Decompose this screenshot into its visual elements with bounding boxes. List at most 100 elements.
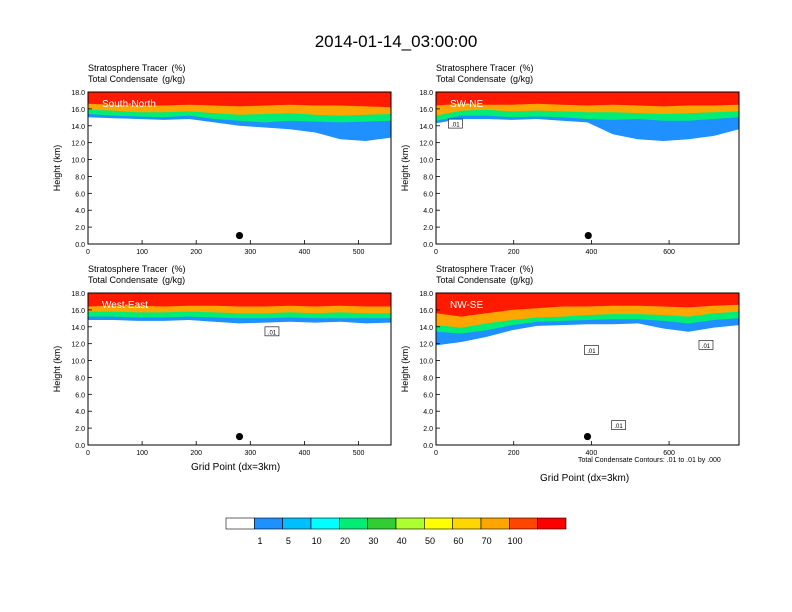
colorbar-swatch <box>310 517 340 530</box>
x-tick-label: 200 <box>190 450 202 457</box>
colorbar-swatch <box>537 517 567 530</box>
x-tick-label: 200 <box>508 249 520 256</box>
x-tick-label: 200 <box>190 249 202 256</box>
y-tick-label: 18.0 <box>71 90 85 97</box>
condensate-units: (g/kg) <box>162 74 186 84</box>
y-tick-label: 2.0 <box>75 426 85 433</box>
x-tick-label: 200 <box>508 450 520 457</box>
colorbar-label: 100 <box>507 536 522 546</box>
y-tick-label: 18.0 <box>419 90 433 97</box>
colorbar-label: 70 <box>482 536 492 546</box>
tracer-label: Stratosphere Tracer <box>436 63 516 73</box>
y-tick-label: 0.0 <box>423 242 433 249</box>
y-tick-label: 16.0 <box>71 308 85 315</box>
panel-3: West-East 0.0 2.0 4.0 6.0 8.0 10.0 12.0 14.0 16.0… <box>52 291 392 457</box>
location-marker <box>584 231 592 240</box>
colorbar-label: 30 <box>368 536 378 546</box>
x-tick-label: 0 <box>434 249 438 256</box>
panel-plot-area <box>88 293 391 445</box>
contour-label-box <box>611 420 626 430</box>
colorbar-label: 40 <box>397 536 407 546</box>
tracer-band-100 <box>436 92 739 107</box>
tracer-band-100 <box>88 293 391 307</box>
y-tick-label: 6.0 <box>423 191 433 198</box>
colorbar-label: 60 <box>453 536 463 546</box>
panel-4-header: Stratosphere Tracer (%) Total Condensate(… <box>436 264 534 286</box>
condensate-label: Total Condensate <box>88 275 159 285</box>
contour-label: .01 <box>587 349 596 355</box>
x-tick-label: 300 <box>244 450 256 457</box>
panel-plot-area <box>436 92 739 244</box>
y-tick-label: 4.0 <box>75 208 85 215</box>
tracer-units: (%) <box>519 63 534 73</box>
y-tick-label: 8.0 <box>75 174 85 181</box>
colorbar-swatch <box>395 517 425 530</box>
tracer-label: Stratosphere Tracer <box>88 63 168 73</box>
x-tick-label: 0 <box>434 450 438 457</box>
condensate-units: (g/kg) <box>510 275 534 285</box>
panel-2-header: Stratosphere Tracer (%) Total Condensate(… <box>436 63 534 85</box>
location-marker <box>583 432 592 441</box>
colorbar-swatch <box>452 517 482 530</box>
y-tick-label: 18.0 <box>71 291 85 298</box>
y-tick-label: 2.0 <box>423 426 433 433</box>
condensate-units: (g/kg) <box>162 275 186 285</box>
y-tick-label: 10.0 <box>419 158 433 165</box>
x-tick-label: 100 <box>136 450 148 457</box>
tracer-band-100 <box>436 293 739 317</box>
condensate-label: Total Condensate <box>436 74 507 84</box>
x-tick-label: 0 <box>86 450 90 457</box>
section-label: West-East <box>102 300 148 311</box>
y-tick-label: 16.0 <box>419 107 433 114</box>
y-tick-label: 6.0 <box>75 191 85 198</box>
section-label: SW-NE <box>450 99 483 110</box>
y-tick-label: 6.0 <box>75 392 85 399</box>
y-tick-label: 12.0 <box>419 342 433 349</box>
y-tick-label: 10.0 <box>419 359 433 366</box>
condensate-label: Total Condensate <box>436 275 507 285</box>
y-tick-label: 12.0 <box>419 141 433 148</box>
y-tick-label: 14.0 <box>419 325 433 332</box>
contour-label-box <box>264 326 280 337</box>
y-tick-label: 14.0 <box>71 325 85 332</box>
y-tick-label: 16.0 <box>71 107 85 114</box>
y-tick-label: 14.0 <box>419 124 433 131</box>
y-tick-label: 0.0 <box>75 443 85 450</box>
panel-plot-area <box>88 92 391 244</box>
x-tick-label: 500 <box>353 450 365 457</box>
panel-frame <box>435 292 740 446</box>
colorbar-swatch <box>509 517 538 530</box>
y-tick-label: 14.0 <box>71 124 85 131</box>
y-tick-label: 0.0 <box>423 443 433 450</box>
contour-label-box <box>584 345 599 355</box>
colorbar-label: 20 <box>340 536 350 546</box>
y-tick-label: 4.0 <box>75 409 85 416</box>
colorbar-swatch <box>254 517 283 530</box>
y-tick-label: 18.0 <box>419 291 433 298</box>
colorbar-swatch <box>282 517 312 530</box>
x-tick-label: 300 <box>244 249 256 256</box>
section-label: NW-SE <box>450 300 483 311</box>
location-marker <box>235 432 244 441</box>
colorbar-swatch <box>424 517 453 530</box>
y-tick-label: 10.0 <box>71 158 85 165</box>
colorbar-label: 1 <box>257 536 262 546</box>
tracer-units: (%) <box>171 63 186 73</box>
contour-label-box <box>448 118 463 129</box>
x-tick-label: 100 <box>136 249 148 256</box>
figure-title: 2014-01-14_03:00:00 <box>314 32 478 51</box>
panel-plot-area <box>436 293 739 445</box>
colorbar-swatch <box>339 517 368 530</box>
contour-note: Total Condensate Contours: .01 to .01 by… <box>578 457 721 464</box>
panel-3-header: Stratosphere Tracer (%) Total Condensate(… <box>88 264 186 286</box>
panel-1-header: Stratosphere Tracer (%) Total Condensate(… <box>88 63 186 85</box>
y-tick-label: 12.0 <box>71 141 85 148</box>
x-axis-title-right: Grid Point (dx=3km) <box>540 473 630 484</box>
y-tick-label: 2.0 <box>423 225 433 232</box>
x-tick-label: 600 <box>663 249 675 256</box>
contour-label: .01 <box>702 344 711 350</box>
colorbar-swatch <box>367 517 397 530</box>
x-tick-label: 400 <box>299 450 311 457</box>
contour-label: .01 <box>614 424 623 430</box>
